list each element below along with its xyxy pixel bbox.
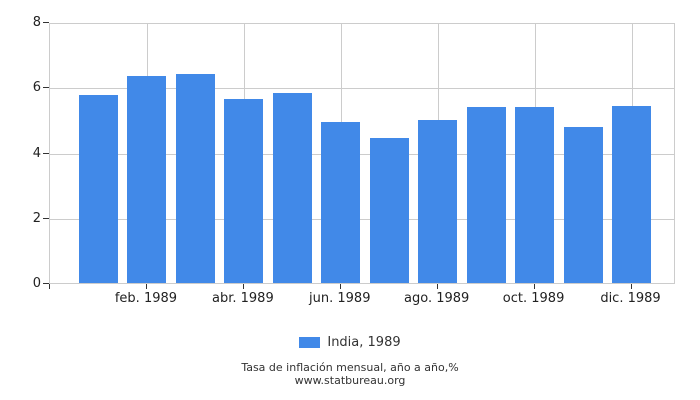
plot-area	[49, 23, 675, 284]
y-gridline	[50, 153, 674, 155]
legend-label: India, 1989	[327, 335, 401, 350]
legend-swatch-icon	[299, 337, 321, 348]
x-axis-tick	[436, 284, 438, 289]
y-axis-tick	[43, 217, 49, 219]
y-gridline	[50, 88, 674, 90]
x-axis-label: abr. 1989	[212, 291, 274, 306]
chart-footer: Tasa de inflación mensual, año a año,% w…	[0, 361, 700, 387]
bar-may. 1989[interactable]	[272, 93, 312, 283]
y-axis-label: 0	[32, 276, 41, 291]
x-axis-label: oct. 1989	[502, 291, 565, 306]
bar-jun. 1989[interactable]	[321, 122, 361, 283]
bar-ago. 1989[interactable]	[418, 120, 458, 283]
y-axis-tick	[43, 22, 49, 23]
bar-ene. 1989[interactable]	[79, 95, 118, 283]
y-axis-tick	[43, 87, 49, 89]
x-axis-tick	[630, 284, 632, 289]
y-axis-tick	[43, 283, 49, 284]
x-axis-tick	[533, 284, 535, 289]
bar-jul. 1989[interactable]	[369, 138, 409, 283]
x-axis-origin-tick	[49, 284, 50, 289]
bar-nov. 1989[interactable]	[563, 127, 603, 283]
x-axis-label: feb. 1989	[114, 291, 178, 306]
x-axis-tick	[339, 284, 341, 289]
chart-title: Tasa de inflación mensual, año a año,%	[241, 361, 459, 374]
bar-mar. 1989[interactable]	[175, 74, 215, 283]
y-axis-label: 8	[32, 15, 41, 30]
x-axis-tick	[242, 284, 244, 289]
x-axis-tick	[145, 284, 147, 289]
bar-abr. 1989[interactable]	[224, 99, 264, 283]
y-gridline	[50, 218, 674, 220]
legend: India, 1989	[0, 335, 700, 350]
bar-feb. 1989[interactable]	[127, 76, 167, 283]
y-axis-label: 2	[32, 210, 41, 226]
y-axis-tick	[43, 152, 49, 154]
bar-sep. 1989[interactable]	[466, 107, 506, 283]
bar-oct. 1989[interactable]	[515, 107, 555, 283]
x-axis-label: jun. 1989	[309, 291, 371, 306]
y-axis-label: 4	[32, 145, 41, 161]
bar-dic. 1989[interactable]	[612, 106, 651, 283]
chart-source: www.statbureau.org	[294, 374, 406, 387]
y-axis-label: 6	[32, 80, 41, 96]
x-axis-label: ago. 1989	[404, 291, 470, 306]
x-axis-label: dic. 1989	[600, 291, 661, 306]
